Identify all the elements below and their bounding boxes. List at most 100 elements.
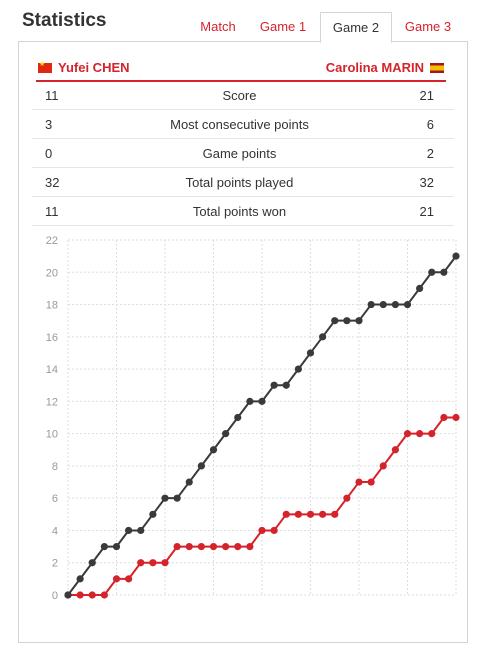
data-point (367, 478, 375, 486)
data-point (319, 510, 327, 518)
spain-flag-icon (430, 62, 444, 73)
tab-match[interactable]: Match (200, 19, 236, 34)
page-title: Statistics (22, 10, 107, 31)
data-point (88, 559, 96, 567)
tab-game-2[interactable]: Game 2 (320, 12, 392, 43)
data-point (173, 494, 181, 502)
y-tick-label: 8 (52, 461, 58, 473)
stat-label: Game points (85, 138, 394, 168)
data-point (246, 397, 254, 405)
stat-right-value: 2 (394, 138, 454, 168)
data-point (161, 494, 169, 502)
data-point (149, 559, 157, 567)
china-flag-icon (38, 60, 52, 73)
data-point (222, 542, 230, 551)
data-point (270, 526, 278, 535)
data-point (343, 494, 351, 502)
stat-right-value: 21 (394, 196, 454, 226)
data-point (282, 510, 290, 518)
data-point (306, 510, 315, 518)
y-tick-label: 4 (52, 525, 58, 537)
data-point (258, 526, 266, 535)
stat-left-value: 11 (32, 81, 85, 110)
data-point (234, 413, 242, 422)
data-point (355, 478, 363, 486)
data-point (173, 542, 181, 551)
stat-label: Score (85, 81, 394, 110)
player-left-name: Yufei CHEN (58, 60, 130, 75)
data-point (440, 268, 448, 276)
data-point (112, 542, 121, 551)
stat-label: Most consecutive points (85, 109, 394, 139)
stats-table: 11 Score 21 3 Most consecutive points 6 … (32, 81, 454, 226)
data-point (355, 317, 363, 325)
y-tick-label: 20 (46, 267, 58, 279)
data-point (331, 317, 339, 325)
data-point (125, 575, 133, 583)
data-point (76, 575, 84, 583)
y-tick-label: 22 (46, 235, 58, 247)
data-point (258, 397, 266, 405)
score-progression-chart: 0 2 4 6 8 10 12 14 16 18 20 22 (46, 235, 460, 602)
data-point (88, 591, 96, 599)
data-point (403, 430, 412, 438)
data-point (209, 446, 218, 454)
data-point (100, 542, 108, 551)
data-point (416, 284, 424, 293)
data-point (428, 268, 436, 276)
data-point (197, 462, 205, 470)
stat-left-value: 32 (32, 167, 85, 197)
stat-label: Total points played (85, 167, 394, 197)
data-point (137, 559, 145, 567)
data-point (185, 478, 193, 486)
data-point (367, 300, 375, 309)
stats-row: 32 Total points played 32 (32, 167, 454, 197)
data-point (64, 591, 72, 599)
y-tick-label: 2 (52, 558, 58, 570)
y-tick-label: 6 (52, 493, 58, 505)
data-point (331, 510, 339, 518)
data-point (197, 542, 205, 551)
data-point (270, 381, 278, 389)
y-tick-label: 0 (52, 590, 58, 602)
data-point (379, 300, 387, 309)
data-point (112, 575, 121, 583)
player-left: Yufei CHEN (38, 60, 130, 75)
data-point (391, 446, 399, 454)
stat-label: Total points won (85, 196, 394, 226)
data-point (391, 300, 399, 309)
stat-left-value: 11 (32, 196, 85, 226)
data-point (76, 591, 84, 599)
stats-row: 0 Game points 2 (32, 138, 454, 168)
data-point (403, 300, 412, 309)
player-right-name: Carolina MARIN (325, 60, 424, 75)
stats-row: 3 Most consecutive points 6 (32, 109, 454, 139)
data-point (452, 413, 460, 422)
data-point (185, 542, 193, 551)
y-tick-label: 12 (46, 396, 58, 408)
tab-game-3[interactable]: Game 3 (404, 19, 452, 34)
data-point (416, 430, 424, 438)
data-point (161, 559, 169, 567)
data-point (343, 317, 351, 325)
y-tick-label: 14 (46, 364, 58, 376)
data-point (246, 542, 254, 551)
stats-row: 11 Total points won 21 (32, 196, 454, 226)
data-point (149, 510, 157, 518)
data-point (440, 413, 448, 422)
data-point (379, 462, 387, 470)
y-tick-label: 18 (46, 300, 58, 312)
data-point (452, 252, 460, 260)
y-tick-label: 16 (46, 332, 58, 344)
stat-right-value: 21 (394, 81, 454, 110)
data-point (234, 542, 242, 551)
data-point (306, 349, 315, 357)
tab-game-1[interactable]: Game 1 (259, 19, 307, 34)
data-point (294, 510, 302, 518)
data-point (319, 333, 327, 341)
players-header: Yufei CHEN Carolina MARIN (36, 58, 446, 82)
player-right: Carolina MARIN (326, 60, 444, 75)
data-point (209, 542, 218, 551)
data-point (222, 430, 230, 438)
stats-row: 11 Score 21 (32, 81, 454, 110)
